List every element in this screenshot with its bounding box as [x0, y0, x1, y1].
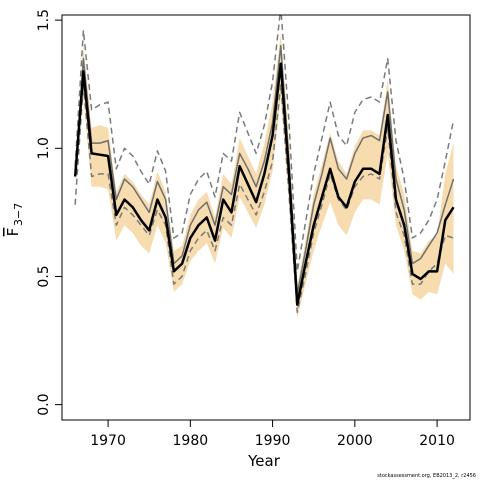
series-line [73, 62, 455, 306]
y-axis-label: F 3−7 [4, 203, 25, 237]
series-line [74, 45, 455, 296]
y-tick-label: 0.0 [36, 393, 52, 415]
x-tick-label: 1990 [255, 433, 291, 449]
dashed-line [74, 15, 455, 273]
x-tick-label: 1970 [90, 433, 126, 449]
y-axis-label-subscript: 3−7 [12, 203, 25, 226]
x-axis-label: Year [247, 452, 281, 470]
plot-area [73, 15, 455, 318]
x-tick-label: 2010 [419, 433, 455, 449]
x-tick-label: 2000 [337, 433, 373, 449]
x-tick-label: 1980 [173, 433, 209, 449]
plot-frame [61, 14, 471, 421]
y-tick-label: 1.5 [36, 9, 52, 31]
y-axis-label-symbol: F [4, 228, 22, 237]
y-tick-label: 1.0 [36, 137, 52, 159]
y-tick-label: 0.5 [36, 265, 52, 287]
footnote: stockassessment.org, EB2013_2, r2456 [377, 473, 476, 479]
